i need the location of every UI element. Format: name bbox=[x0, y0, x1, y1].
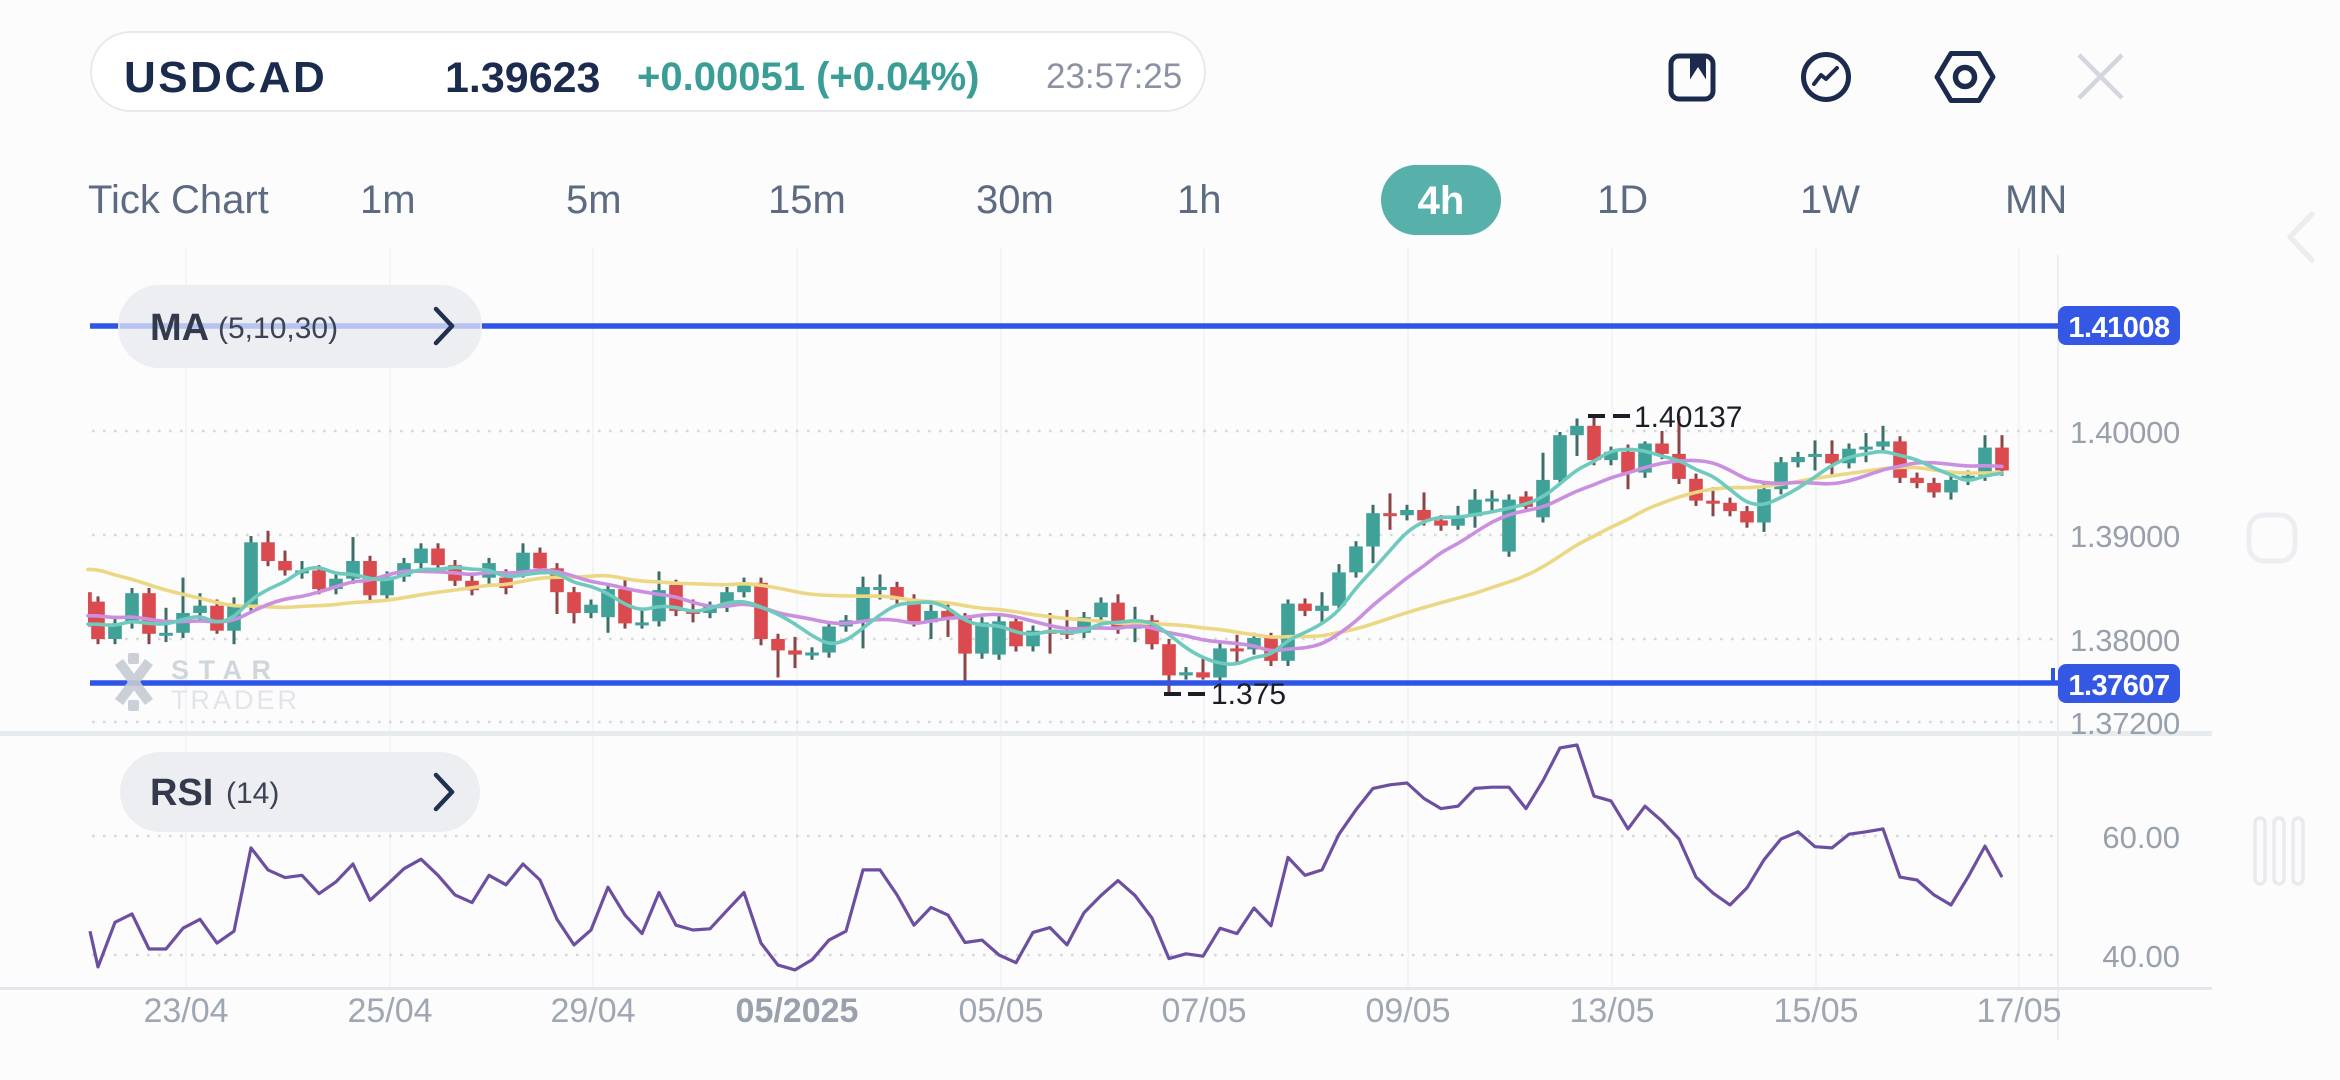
svg-text:05/05: 05/05 bbox=[958, 992, 1043, 1030]
svg-text:Tick Chart: Tick Chart bbox=[88, 178, 269, 222]
svg-text:29/04: 29/04 bbox=[550, 992, 635, 1030]
svg-text:1.39000: 1.39000 bbox=[2070, 519, 2180, 554]
svg-text:USDCAD: USDCAD bbox=[124, 53, 327, 102]
svg-text:60.00: 60.00 bbox=[2102, 820, 2180, 855]
svg-text:1.38000: 1.38000 bbox=[2070, 623, 2180, 658]
svg-text:23/04: 23/04 bbox=[143, 992, 228, 1030]
svg-text:MA: MA bbox=[150, 307, 209, 349]
svg-text:+0.00051 (+0.04%): +0.00051 (+0.04%) bbox=[637, 55, 979, 99]
svg-text:25/04: 25/04 bbox=[347, 992, 432, 1030]
svg-text:15/05: 15/05 bbox=[1773, 992, 1858, 1030]
svg-text:4h: 4h bbox=[1418, 179, 1465, 223]
svg-text:05/2025: 05/2025 bbox=[736, 992, 859, 1030]
svg-text:13/05: 13/05 bbox=[1569, 992, 1654, 1030]
svg-text:1.375: 1.375 bbox=[1211, 678, 1286, 711]
svg-text:MN: MN bbox=[2005, 178, 2067, 222]
svg-text:07/05: 07/05 bbox=[1161, 992, 1246, 1030]
svg-text:17/05: 17/05 bbox=[1976, 992, 2061, 1030]
svg-text:1.40137: 1.40137 bbox=[1634, 401, 1742, 434]
svg-text:RSI: RSI bbox=[150, 772, 213, 814]
svg-text:23:57:25: 23:57:25 bbox=[1046, 57, 1182, 96]
svg-text:1.39623: 1.39623 bbox=[445, 54, 600, 102]
svg-text:(14): (14) bbox=[226, 777, 279, 810]
svg-text:1.37607: 1.37607 bbox=[2068, 670, 2169, 702]
svg-text:1.41008: 1.41008 bbox=[2068, 312, 2170, 344]
svg-text:1.37200: 1.37200 bbox=[2070, 706, 2180, 741]
svg-text:1.40000: 1.40000 bbox=[2070, 415, 2180, 450]
svg-text:TRADER: TRADER bbox=[171, 685, 300, 715]
svg-text:5m: 5m bbox=[566, 178, 622, 222]
svg-text:1m: 1m bbox=[360, 178, 416, 222]
svg-text:1h: 1h bbox=[1177, 178, 1222, 222]
svg-text:STAR: STAR bbox=[171, 655, 281, 685]
svg-text:15m: 15m bbox=[768, 178, 846, 222]
svg-text:1D: 1D bbox=[1597, 178, 1648, 222]
svg-text:30m: 30m bbox=[976, 178, 1054, 222]
svg-text:(5,10,30): (5,10,30) bbox=[218, 312, 338, 345]
svg-text:40.00: 40.00 bbox=[2102, 939, 2180, 974]
svg-text:09/05: 09/05 bbox=[1365, 992, 1450, 1030]
svg-text:1W: 1W bbox=[1800, 178, 1860, 222]
